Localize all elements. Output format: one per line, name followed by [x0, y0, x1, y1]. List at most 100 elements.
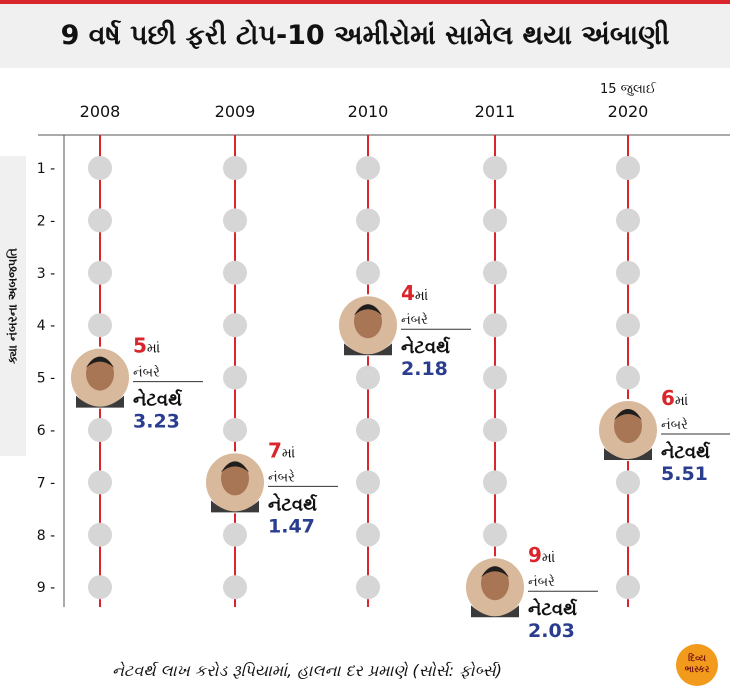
rank-suffix: માં — [282, 445, 295, 461]
portrait-hair — [354, 304, 382, 316]
networth-value: 2.18 — [401, 358, 448, 380]
rank-dot — [223, 260, 247, 285]
rank-dot — [616, 365, 640, 390]
portrait-suit — [344, 343, 392, 356]
rank-dot — [88, 522, 112, 547]
rank-suffix: માં — [415, 288, 428, 304]
column-year-label: 2009 — [215, 102, 256, 121]
divya-bhaskar-logo: દિવ્ય ભાસ્કર — [676, 644, 718, 686]
rank-dot — [223, 418, 247, 442]
rank-dot — [616, 470, 640, 495]
y-tick-label: 8 - — [37, 528, 55, 544]
portrait-suit — [76, 395, 124, 408]
portrait-hair — [86, 356, 114, 368]
rank-dot — [88, 418, 112, 442]
rank-dot — [616, 313, 640, 338]
portrait-hair — [221, 461, 249, 473]
rank-dot — [88, 208, 112, 233]
rank-suffix: માં — [542, 550, 555, 566]
rank-dot — [483, 313, 507, 338]
rank-dot — [223, 522, 247, 547]
rank-dot — [223, 575, 247, 600]
rank-number: 6 — [661, 386, 675, 410]
rank-annotation: 7માં — [268, 438, 295, 462]
portrait-face — [614, 409, 642, 443]
rank-dot — [356, 208, 380, 233]
column-year-label: 2010 — [348, 102, 389, 121]
rank-dot — [88, 260, 112, 285]
rank-number: 9 — [528, 543, 542, 567]
rank-dot — [616, 260, 640, 285]
rank-dot — [483, 365, 507, 390]
rank-dot — [356, 418, 380, 442]
networth-value: 3.23 — [133, 411, 180, 433]
rank-dot — [356, 470, 380, 495]
networth-label: નેટવર્થ — [661, 441, 711, 463]
rank-word: નંબરે — [133, 364, 160, 380]
portrait-face — [354, 304, 382, 339]
rank-dot — [223, 208, 247, 233]
rank-dot — [483, 208, 507, 233]
portrait-face — [481, 566, 509, 601]
rank-dot — [356, 260, 380, 285]
rank-dot — [88, 313, 112, 338]
rank-suffix: માં — [147, 341, 160, 357]
networth-label: નેટવર્થ — [133, 388, 183, 410]
rank-word: નંબરે — [661, 417, 688, 433]
column-year-label: 2011 — [475, 102, 516, 121]
networth-label: નેટવર્થ — [401, 336, 451, 358]
y-tick-label: 3 - — [37, 266, 55, 282]
rank-annotation: 9માં — [528, 543, 555, 567]
top-accent-bar — [0, 0, 730, 4]
rank-dot — [483, 156, 507, 180]
column-year-label: 2008 — [80, 102, 121, 121]
portrait-hair — [481, 566, 509, 578]
rank-dot — [616, 522, 640, 547]
rank-dot — [223, 313, 247, 338]
column-year-label: 2020 — [608, 102, 649, 121]
rank-dot — [616, 208, 640, 233]
y-tick-label: 1 - — [37, 161, 55, 177]
rank-number: 7 — [268, 438, 282, 462]
rank-suffix: માં — [675, 393, 688, 409]
title-band — [0, 4, 730, 68]
rank-dot — [616, 156, 640, 180]
networth-label: નેટવર્થ — [528, 598, 578, 620]
y-tick-label: 7 - — [37, 475, 55, 491]
portrait-face — [86, 356, 114, 391]
footer-note: નેટવર્થ લાખ કરોડ રૂપિયામાં, હાલના દર પ્ર… — [112, 661, 502, 680]
networth-value: 2.03 — [528, 620, 575, 642]
rank-dot — [483, 418, 507, 442]
y-tick-label: 2 - — [37, 213, 55, 229]
rank-dot — [88, 575, 112, 600]
rank-dot — [356, 575, 380, 600]
rank-number: 5 — [133, 334, 147, 358]
rank-dot — [223, 365, 247, 390]
networth-label: નેટવર્થ — [268, 493, 318, 515]
networth-value: 1.47 — [268, 515, 315, 537]
rank-dot — [616, 575, 640, 600]
rank-dot — [356, 156, 380, 180]
column-sublabel: 15 જુલાઈ — [600, 81, 657, 97]
rank-annotation: 6માં — [661, 386, 688, 410]
y-tick-label: 9 - — [37, 580, 55, 596]
portrait-suit — [211, 500, 259, 513]
rank-dot — [483, 522, 507, 547]
rank-dot — [356, 365, 380, 390]
rank-number: 4 — [401, 281, 415, 305]
portrait-face — [221, 461, 249, 496]
y-tick-label: 5 - — [37, 371, 55, 387]
y-tick-label: 4 - — [37, 318, 55, 334]
rank-word: નંબરે — [268, 469, 295, 485]
rank-dot — [88, 470, 112, 495]
rank-dot — [356, 522, 380, 547]
rank-dot — [483, 470, 507, 495]
rank-word: નંબરે — [528, 574, 555, 590]
logo-line-1: દિવ્ય — [688, 654, 706, 664]
rank-annotation: 5માં — [133, 334, 160, 358]
rank-dot — [483, 260, 507, 285]
rank-word: નંબરે — [401, 312, 428, 328]
rank-dot — [88, 156, 112, 180]
y-tick-label: 6 - — [37, 423, 55, 439]
